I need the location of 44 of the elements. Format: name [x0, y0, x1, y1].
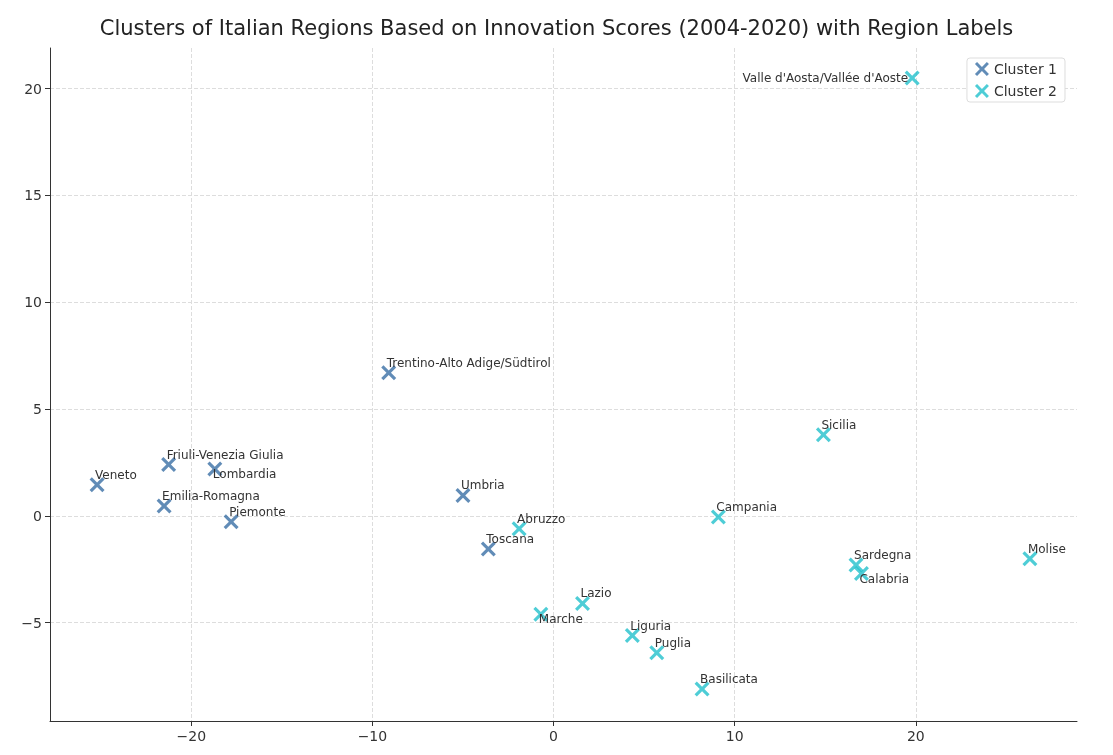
annotation: Sicilia — [821, 417, 857, 432]
annotation: Campania — [716, 499, 778, 514]
annotation: Molise — [1027, 541, 1066, 556]
annotation: Liguria — [630, 618, 672, 633]
y-tick-label: −5 — [21, 614, 42, 631]
point — [1022, 551, 1038, 567]
point — [480, 541, 496, 557]
annotation: Friuli-Venezia Giulia — [166, 447, 284, 462]
x-tick-label: −20 — [176, 728, 207, 744]
annotation: Toscana — [485, 532, 535, 547]
x-tick-label: 10 — [725, 728, 744, 744]
annotation: Umbria — [460, 478, 505, 493]
annotation: Basilicata — [700, 671, 758, 686]
annotation: Valle d'Aosta/Vallée d'Aoste — [742, 70, 909, 85]
legend-label: Cluster 2 — [993, 83, 1058, 99]
point — [161, 457, 177, 473]
legend-label: Cluster 1 — [993, 61, 1058, 77]
y-tick-label: 15 — [24, 187, 42, 204]
y-tick-label: 10 — [24, 294, 42, 311]
y-tick-label: 0 — [33, 507, 42, 524]
annotation: Lazio — [580, 586, 612, 601]
point — [223, 514, 239, 530]
annotation: Puglia — [654, 635, 692, 650]
y-tick-label: 20 — [24, 80, 42, 97]
annotation: Piemonte — [229, 504, 286, 519]
x-tick-label: −10 — [357, 728, 388, 744]
point — [815, 427, 831, 443]
point — [89, 477, 105, 493]
chart-title: Clusters of Italian Regions Based on Innovation Scores (2004-2020) with Region Labels — [99, 15, 1014, 40]
point — [575, 595, 591, 611]
annotation: Emilia-Romagna — [162, 489, 260, 504]
annotation: Calabria — [859, 571, 910, 586]
annotation: Marche — [538, 612, 583, 627]
point — [455, 487, 471, 503]
point — [381, 365, 397, 381]
annotation: Trentino-Alto Adige/Südtirol — [385, 355, 551, 370]
point — [694, 681, 710, 697]
annotation: Lombardia — [212, 466, 277, 481]
annotation: Veneto — [95, 467, 137, 482]
annotation: Abruzzo — [517, 511, 566, 526]
x-tick-label: 20 — [906, 728, 925, 744]
y-tick-label: 5 — [33, 401, 42, 418]
annotation: Sardegna — [854, 548, 912, 563]
x-tick-label: 0 — [549, 728, 558, 744]
